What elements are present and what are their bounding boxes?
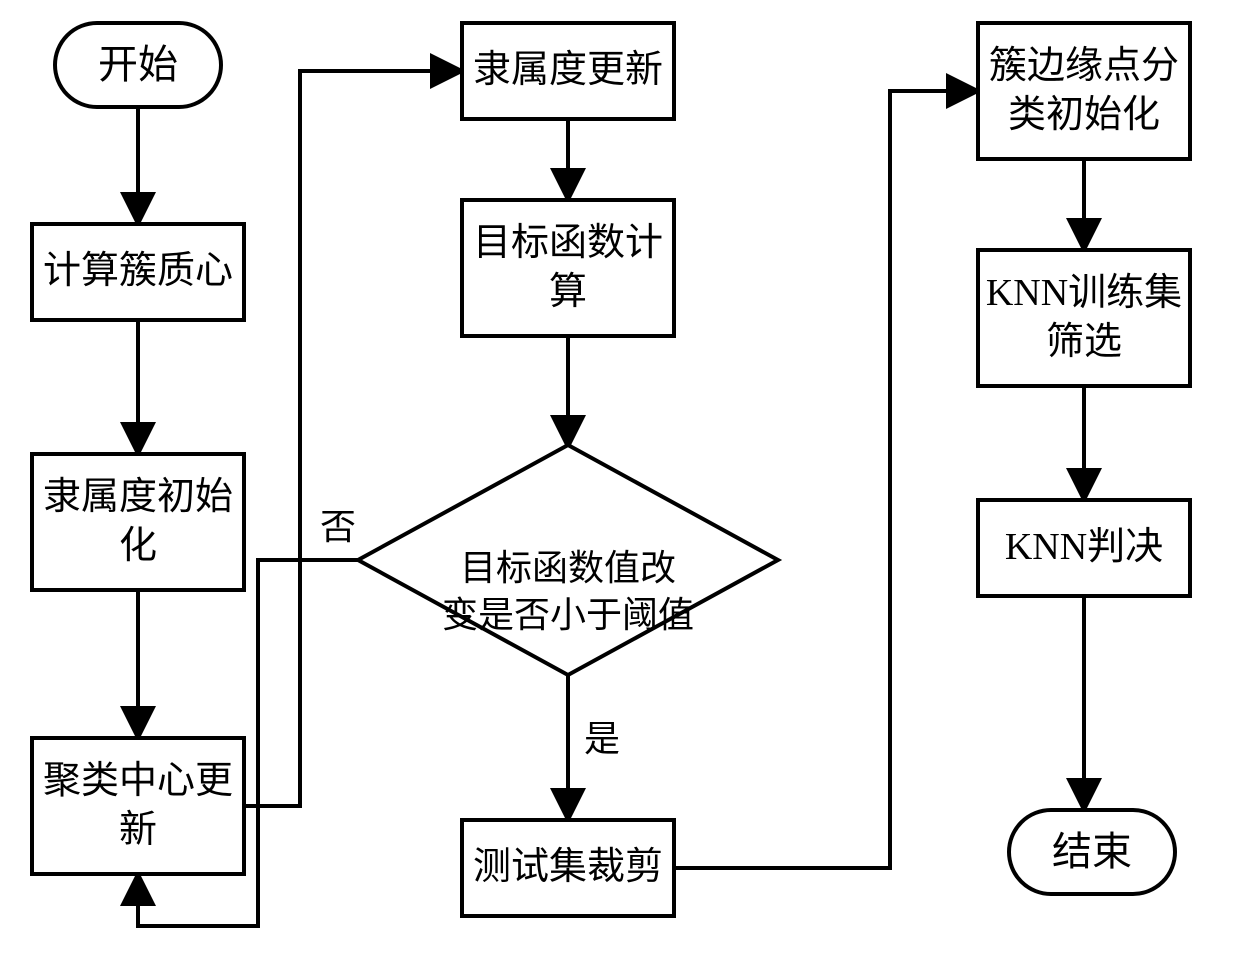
knn-train-label: KNN训练集 筛选 — [986, 269, 1182, 368]
update-center-node: 聚类中心更 新 — [30, 736, 246, 876]
test-clip-label: 测试集裁剪 — [473, 843, 663, 892]
init-member-label: 隶属度初始 化 — [43, 473, 233, 572]
test-clip-node: 测试集裁剪 — [460, 818, 676, 918]
decision-label: 目标函数值改 变是否小于阈值 — [428, 498, 708, 638]
edge-init-label: 簇边缘点分 类初始化 — [989, 42, 1179, 141]
obj-calc-node: 目标函数计 算 — [460, 198, 676, 338]
edge-init-node: 簇边缘点分 类初始化 — [976, 21, 1192, 161]
edge-label-no: 否 — [320, 498, 356, 550]
end-label: 结束 — [1052, 826, 1132, 878]
end-node: 结束 — [1007, 808, 1177, 896]
centroid-label: 计算簇质心 — [43, 247, 233, 296]
update-member-node: 隶属度更新 — [460, 21, 676, 121]
start-node: 开始 — [53, 21, 223, 109]
edge-label-yes: 是 — [584, 710, 620, 762]
update-member-label: 隶属度更新 — [473, 46, 663, 95]
knn-decide-node: KNN判决 — [976, 498, 1192, 598]
start-label: 开始 — [98, 39, 178, 91]
update-center-label: 聚类中心更 新 — [43, 757, 233, 856]
knn-train-node: KNN训练集 筛选 — [976, 248, 1192, 388]
knn-decide-label: KNN判决 — [1005, 523, 1163, 572]
obj-calc-label: 目标函数计 算 — [473, 219, 663, 318]
centroid-node: 计算簇质心 — [30, 222, 246, 322]
init-member-node: 隶属度初始 化 — [30, 452, 246, 592]
